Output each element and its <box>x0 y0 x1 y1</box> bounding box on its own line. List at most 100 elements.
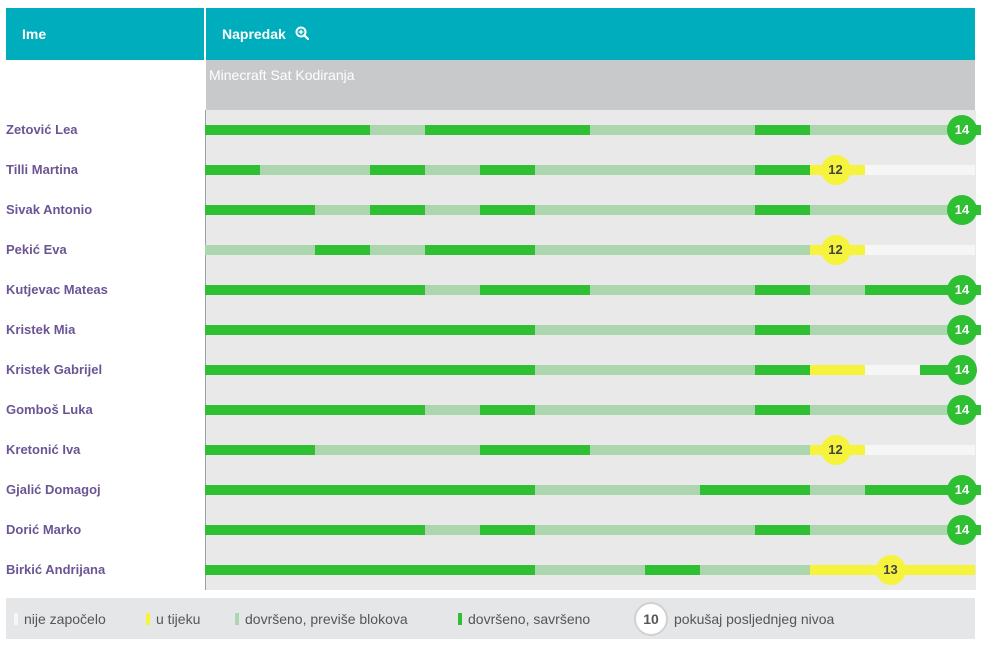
level-segment[interactable] <box>315 405 370 415</box>
level-segment[interactable] <box>480 165 535 175</box>
level-segment[interactable] <box>865 405 920 415</box>
level-segment[interactable] <box>535 445 590 455</box>
level-segment[interactable] <box>865 165 920 175</box>
level-segment[interactable] <box>810 565 865 575</box>
last-level-badge[interactable]: 14 <box>947 315 977 345</box>
level-segment[interactable] <box>535 565 590 575</box>
level-segment[interactable] <box>810 405 865 415</box>
level-segment[interactable] <box>975 405 981 415</box>
level-segment[interactable] <box>205 165 260 175</box>
level-segment[interactable] <box>370 405 425 415</box>
level-segment[interactable] <box>865 245 920 255</box>
student-name[interactable]: Zetović Lea <box>6 122 78 137</box>
level-segment[interactable] <box>480 405 535 415</box>
level-segment[interactable] <box>370 245 425 255</box>
last-level-badge[interactable]: 14 <box>947 115 977 145</box>
student-name[interactable]: Dorić Marko <box>6 522 82 537</box>
level-segment[interactable] <box>315 565 370 575</box>
level-segment[interactable] <box>260 565 315 575</box>
student-name[interactable]: Kristek Mia <box>6 322 76 337</box>
last-level-badge[interactable]: 12 <box>820 235 851 265</box>
level-segment[interactable] <box>205 205 260 215</box>
level-segment[interactable] <box>260 125 315 135</box>
level-segment[interactable] <box>975 525 981 535</box>
level-segment[interactable] <box>205 485 260 495</box>
level-segment[interactable] <box>315 445 370 455</box>
level-segment[interactable] <box>755 285 810 295</box>
student-name[interactable]: Birkić Andrijana <box>6 562 106 577</box>
level-segment[interactable] <box>205 285 260 295</box>
level-segment[interactable] <box>865 325 920 335</box>
level-segment[interactable] <box>645 405 700 415</box>
level-segment[interactable] <box>315 325 370 335</box>
level-segment[interactable] <box>645 445 700 455</box>
level-segment[interactable] <box>590 405 645 415</box>
level-segment[interactable] <box>865 205 920 215</box>
level-segment[interactable] <box>535 405 590 415</box>
level-segment[interactable] <box>700 405 755 415</box>
level-segment[interactable] <box>260 165 315 175</box>
level-segment[interactable] <box>260 445 315 455</box>
level-segment[interactable] <box>535 485 590 495</box>
level-segment[interactable] <box>645 205 700 215</box>
level-segment[interactable] <box>260 485 315 495</box>
level-segment[interactable] <box>810 285 865 295</box>
level-segment[interactable] <box>425 445 480 455</box>
level-segment[interactable] <box>975 485 981 495</box>
level-segment[interactable] <box>425 565 480 575</box>
level-segment[interactable] <box>700 165 755 175</box>
level-segment[interactable] <box>590 285 645 295</box>
level-segment[interactable] <box>370 445 425 455</box>
student-name[interactable]: Kutjevac Mateas <box>6 282 108 297</box>
level-segment[interactable] <box>205 365 260 375</box>
level-segment[interactable] <box>535 365 590 375</box>
level-segment[interactable] <box>370 525 425 535</box>
last-level-badge[interactable]: 14 <box>947 395 977 425</box>
level-segment[interactable] <box>260 405 315 415</box>
level-segment[interactable] <box>590 125 645 135</box>
level-segment[interactable] <box>425 205 480 215</box>
level-segment[interactable] <box>700 525 755 535</box>
level-segment[interactable] <box>700 325 755 335</box>
level-segment[interactable] <box>205 125 260 135</box>
level-segment[interactable] <box>590 165 645 175</box>
level-segment[interactable] <box>425 245 480 255</box>
level-segment[interactable] <box>315 205 370 215</box>
level-segment[interactable] <box>810 485 865 495</box>
student-name[interactable]: Kristek Gabrijel <box>6 362 103 377</box>
level-segment[interactable] <box>645 485 700 495</box>
level-segment[interactable] <box>645 165 700 175</box>
level-segment[interactable] <box>260 525 315 535</box>
zoom-in-icon[interactable] <box>295 26 310 43</box>
level-segment[interactable] <box>425 405 480 415</box>
student-name[interactable]: Pekić Eva <box>6 242 67 257</box>
level-segment[interactable] <box>315 525 370 535</box>
student-name[interactable]: Gjalić Domagoj <box>6 482 101 497</box>
level-segment[interactable] <box>755 525 810 535</box>
level-segment[interactable] <box>700 205 755 215</box>
level-segment[interactable] <box>370 565 425 575</box>
level-segment[interactable] <box>480 565 535 575</box>
level-segment[interactable] <box>260 245 315 255</box>
level-segment[interactable] <box>535 285 590 295</box>
level-segment[interactable] <box>480 285 535 295</box>
level-segment[interactable] <box>865 285 920 295</box>
level-segment[interactable] <box>700 445 755 455</box>
level-segment[interactable] <box>755 445 810 455</box>
last-level-badge[interactable]: 14 <box>947 515 977 545</box>
level-segment[interactable] <box>425 525 480 535</box>
level-segment[interactable] <box>260 205 315 215</box>
level-segment[interactable] <box>205 525 260 535</box>
level-segment[interactable] <box>260 285 315 295</box>
level-segment[interactable] <box>480 125 535 135</box>
level-segment[interactable] <box>590 245 645 255</box>
level-segment[interactable] <box>315 285 370 295</box>
level-segment[interactable] <box>260 365 315 375</box>
level-segment[interactable] <box>590 525 645 535</box>
level-segment[interactable] <box>425 485 480 495</box>
level-segment[interactable] <box>315 485 370 495</box>
level-segment[interactable] <box>480 365 535 375</box>
student-name[interactable]: Tilli Martina <box>6 162 78 177</box>
level-segment[interactable] <box>370 125 425 135</box>
level-segment[interactable] <box>205 245 260 255</box>
